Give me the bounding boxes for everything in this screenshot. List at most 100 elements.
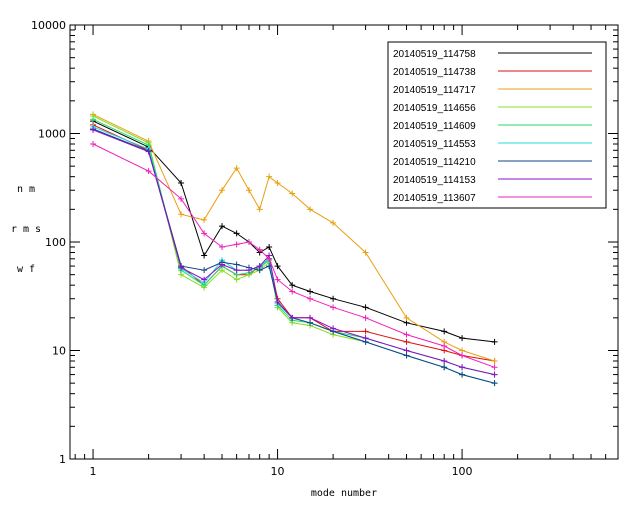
y-tick-label: 1 — [59, 453, 66, 466]
data-point — [307, 314, 314, 321]
y-tick-label: 10 — [52, 345, 66, 358]
data-point — [201, 216, 208, 223]
data-point — [274, 263, 281, 270]
data-point — [90, 126, 97, 133]
data-point — [403, 347, 410, 354]
data-point — [330, 295, 337, 302]
legend-label: 20140519_114656 — [393, 103, 476, 114]
data-point — [201, 276, 208, 283]
series-20140519_114153 — [90, 126, 498, 378]
legend-label: 20140519_114553 — [393, 139, 476, 150]
data-point — [256, 246, 263, 253]
data-point — [245, 267, 252, 274]
axis-ticks: 1 10 100 1 10 100 1000 10000 — [31, 19, 618, 478]
data-point — [90, 141, 97, 148]
data-point — [491, 358, 498, 365]
data-point — [266, 255, 273, 262]
data-point — [219, 187, 226, 194]
data-point — [201, 230, 208, 237]
data-point — [403, 331, 410, 338]
data-point — [307, 206, 314, 213]
data-point — [362, 304, 369, 311]
data-point — [233, 165, 240, 172]
data-point — [245, 239, 252, 245]
data-point — [459, 335, 466, 342]
data-point — [256, 206, 263, 213]
data-point — [219, 223, 226, 230]
data-point — [219, 243, 226, 250]
data-point — [145, 148, 152, 155]
legend-label: 20140519_114210 — [393, 157, 476, 168]
data-point — [178, 264, 185, 271]
data-point — [403, 314, 410, 321]
data-point — [330, 325, 337, 332]
data-point — [441, 364, 448, 371]
data-point — [289, 288, 296, 295]
data-point — [330, 219, 337, 226]
data-point — [441, 328, 448, 335]
series-line — [92, 120, 495, 343]
data-point — [459, 352, 466, 359]
x-tick-label: 10 — [271, 465, 285, 478]
data-point — [274, 179, 281, 186]
data-point — [233, 230, 240, 237]
data-point — [289, 282, 296, 289]
legend-label: 20140519_114609 — [393, 121, 476, 132]
legend-label: 20140519_113607 — [393, 193, 476, 204]
x-axis-title: mode number — [311, 488, 377, 499]
data-point — [274, 298, 281, 305]
data-point — [491, 338, 498, 345]
data-point — [491, 364, 498, 371]
x-tick-label: 100 — [452, 465, 473, 478]
data-point — [178, 195, 185, 202]
y-axis-title-line: n m — [17, 184, 35, 195]
legend-label: 20140519_114153 — [393, 175, 476, 186]
data-point — [441, 343, 448, 350]
x-tick-label: 1 — [90, 465, 97, 478]
data-point — [201, 267, 208, 274]
data-point — [245, 187, 252, 194]
legend: 20140519_114758 20140519_114738 20140519_1… — [387, 41, 607, 209]
data-point — [441, 358, 448, 365]
data-point — [491, 380, 498, 387]
data-point — [219, 261, 226, 268]
series-line — [92, 113, 495, 362]
y-tick-label: 10000 — [31, 19, 66, 32]
data-point — [403, 338, 410, 345]
y-tick-label: 100 — [45, 236, 66, 249]
data-point — [362, 335, 369, 342]
legend-label: 20140519_114758 — [393, 49, 476, 60]
series-20140519_113607 — [90, 141, 498, 371]
data-point — [145, 168, 152, 175]
data-point — [178, 179, 185, 186]
data-point — [90, 116, 97, 123]
data-point — [266, 243, 273, 250]
data-point — [266, 173, 273, 180]
y-axis-title-line: r m s — [11, 224, 41, 235]
data-point — [362, 328, 369, 335]
data-point — [256, 263, 263, 270]
data-point — [233, 261, 240, 268]
data-point — [459, 364, 466, 371]
y-tick-label: 1000 — [38, 128, 66, 141]
series-line — [92, 128, 495, 384]
data-point — [307, 295, 314, 302]
data-point — [201, 252, 208, 259]
legend-label: 20140519_114738 — [393, 67, 476, 78]
series-line — [92, 129, 495, 376]
legend-label: 20140519_114717 — [393, 85, 476, 96]
data-point — [289, 190, 296, 197]
data-point — [362, 249, 369, 256]
y-axis-title-line: w f — [17, 264, 35, 275]
data-point — [178, 211, 185, 218]
y-axis-title: n m r m s w f — [11, 184, 41, 275]
data-point — [274, 276, 281, 283]
series-layer — [90, 111, 498, 387]
data-point — [233, 267, 240, 274]
data-point — [289, 314, 296, 321]
data-point — [491, 371, 498, 378]
series-line — [92, 143, 495, 368]
data-point — [307, 288, 314, 295]
data-point — [459, 371, 466, 378]
